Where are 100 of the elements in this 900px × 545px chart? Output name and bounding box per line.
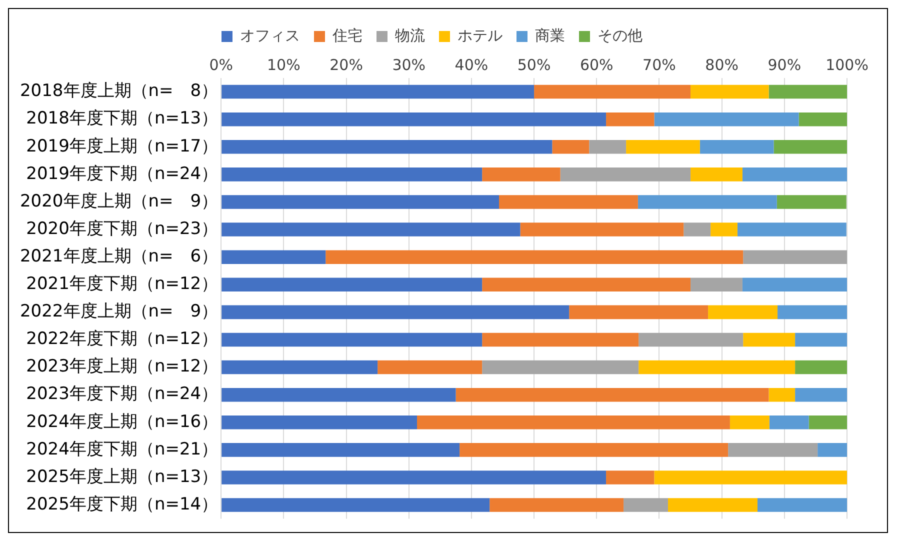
- bar: [654, 470, 847, 484]
- bar: [222, 84, 534, 99]
- bar: [795, 388, 847, 402]
- x-tick-label: 30%: [392, 56, 426, 74]
- bar: [743, 332, 796, 347]
- bar: [710, 222, 738, 236]
- bar: [798, 112, 847, 126]
- bar: [626, 140, 700, 154]
- bar: [795, 332, 847, 347]
- bar: [222, 168, 482, 182]
- bar: [499, 195, 638, 209]
- x-tick-label: 20%: [330, 56, 363, 74]
- bar: [757, 498, 847, 512]
- bar: [222, 470, 606, 484]
- y-tick-label: 2025年度下期（n=14）: [26, 494, 218, 514]
- y-tick-label: 2021年度下期（n=12）: [26, 274, 218, 294]
- y-tick-label: 2020年度下期（n=23）: [26, 218, 218, 239]
- bar: [638, 360, 796, 374]
- y-tick-label: 2023年度上期（n=12）: [26, 356, 218, 377]
- y-tick-label: 2023年度下期（n=24）: [26, 384, 218, 404]
- y-tick-label: 2018年度下期（n=13）: [26, 108, 218, 129]
- bar: [222, 332, 482, 347]
- bar: [730, 415, 770, 430]
- bar: [482, 168, 560, 182]
- bar: [742, 168, 847, 182]
- bar: [638, 195, 777, 209]
- legend-label: 住宅: [332, 26, 362, 44]
- bar: [638, 332, 744, 347]
- bar: [560, 168, 691, 182]
- bar: [818, 443, 847, 457]
- bar: [222, 278, 482, 292]
- y-tick-label: 2019年度上期（n=17）: [26, 136, 218, 156]
- bar: [222, 250, 326, 264]
- bar: [654, 112, 799, 126]
- bar: [728, 443, 818, 457]
- bar: [774, 140, 847, 154]
- legend-label: 商業: [535, 26, 565, 44]
- bar: [417, 415, 730, 430]
- bar: [690, 168, 742, 182]
- x-tick-label: 50%: [517, 56, 551, 74]
- legend-label: ホテル: [458, 26, 502, 44]
- bar: [808, 415, 847, 430]
- bar: [222, 305, 570, 320]
- bar: [222, 443, 460, 457]
- bar: [768, 388, 796, 402]
- x-tick-label: 40%: [454, 56, 488, 74]
- bar: [742, 278, 847, 292]
- bar: [222, 360, 378, 374]
- bar: [795, 360, 847, 374]
- bar: [460, 443, 728, 457]
- x-tick-label: 0%: [209, 56, 233, 74]
- y-tick-label: 2025年度上期（n=13）: [26, 466, 218, 487]
- y-tick-label: 2024年度上期（n=16）: [26, 412, 218, 432]
- bar: [378, 360, 482, 374]
- legend-label: 物流: [395, 26, 425, 44]
- bar: [776, 195, 846, 209]
- bar: [222, 140, 552, 154]
- bar: [768, 84, 847, 99]
- bar: [589, 140, 626, 154]
- y-tick-label: 2022年度上期（n= 9）: [20, 302, 218, 322]
- legend-label: その他: [598, 26, 642, 44]
- y-tick-label: 2021年度上期（n= 6）: [20, 246, 218, 266]
- bar: [490, 498, 624, 512]
- bar: [222, 498, 490, 512]
- bar: [534, 84, 691, 99]
- x-tick-label: 60%: [580, 56, 614, 74]
- bar: [482, 278, 691, 292]
- bar: [222, 222, 520, 236]
- y-tick-label: 2024年度下期（n=21）: [26, 439, 218, 460]
- y-tick-label: 2019年度下期（n=24）: [26, 164, 218, 184]
- bar: [326, 250, 744, 264]
- bar: [690, 278, 742, 292]
- bar: [222, 195, 499, 209]
- bar: [456, 388, 769, 402]
- bar: [684, 222, 711, 236]
- y-tick-label: 2022年度下期（n=12）: [26, 329, 218, 350]
- bar: [708, 305, 778, 320]
- bar: [520, 222, 684, 236]
- bar: [743, 250, 847, 264]
- bar: [222, 415, 418, 430]
- bar: [668, 498, 758, 512]
- bar: [700, 140, 774, 154]
- legend-label: オフィス: [240, 26, 300, 44]
- bar: [690, 84, 769, 99]
- x-tick-label: 10%: [267, 56, 300, 74]
- bar: [737, 222, 846, 236]
- bar: [606, 112, 654, 126]
- bar: [569, 305, 708, 320]
- bar: [624, 498, 668, 512]
- x-tick-label: 100%: [826, 56, 868, 74]
- bar: [769, 415, 809, 430]
- bar: [482, 360, 639, 374]
- bar: [482, 332, 639, 347]
- y-tick-label: 2020年度上期（n= 9）: [20, 191, 218, 212]
- bar: [222, 112, 606, 126]
- bar: [222, 388, 456, 402]
- y-tick-label: 2018年度上期（n= 8）: [20, 81, 218, 102]
- x-tick-label: 70%: [642, 56, 676, 74]
- bar: [778, 305, 847, 320]
- bar: [552, 140, 590, 154]
